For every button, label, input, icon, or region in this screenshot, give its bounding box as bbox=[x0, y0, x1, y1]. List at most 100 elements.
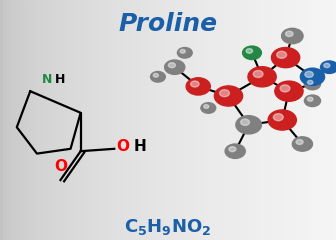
Bar bbox=[47, 0, 50, 240]
Bar bbox=[161, 0, 165, 240]
Bar bbox=[2, 0, 8, 240]
Bar bbox=[259, 0, 262, 240]
Text: Proline: Proline bbox=[118, 12, 218, 36]
Bar bbox=[222, 0, 225, 240]
Circle shape bbox=[214, 86, 243, 106]
Bar bbox=[4, 0, 10, 240]
Bar bbox=[168, 0, 171, 240]
Bar bbox=[3, 0, 10, 240]
Bar bbox=[5, 0, 11, 240]
Bar bbox=[0, 0, 7, 240]
Bar bbox=[232, 0, 235, 240]
Bar bbox=[329, 0, 333, 240]
Circle shape bbox=[220, 90, 229, 97]
Bar bbox=[17, 0, 20, 240]
Bar bbox=[245, 0, 249, 240]
Bar bbox=[0, 0, 7, 240]
Circle shape bbox=[292, 137, 312, 151]
Circle shape bbox=[321, 61, 336, 73]
Circle shape bbox=[324, 63, 330, 68]
Bar bbox=[77, 0, 81, 240]
Bar bbox=[81, 0, 84, 240]
Bar bbox=[1, 0, 8, 240]
Bar bbox=[2, 0, 9, 240]
Bar bbox=[1, 0, 8, 240]
Bar bbox=[60, 0, 64, 240]
Bar bbox=[2, 0, 9, 240]
Bar bbox=[6, 0, 13, 240]
Bar bbox=[27, 0, 30, 240]
Bar bbox=[87, 0, 91, 240]
Bar bbox=[185, 0, 188, 240]
Bar bbox=[118, 0, 121, 240]
Bar bbox=[144, 0, 148, 240]
Bar bbox=[40, 0, 44, 240]
Circle shape bbox=[165, 60, 185, 74]
Bar bbox=[292, 0, 296, 240]
Bar bbox=[24, 0, 27, 240]
Bar bbox=[286, 0, 289, 240]
Bar bbox=[4, 0, 11, 240]
Circle shape bbox=[204, 105, 209, 108]
Bar bbox=[5, 0, 11, 240]
Bar bbox=[2, 0, 9, 240]
Bar bbox=[4, 0, 11, 240]
Bar bbox=[312, 0, 316, 240]
Bar bbox=[181, 0, 185, 240]
Bar bbox=[276, 0, 279, 240]
Circle shape bbox=[304, 95, 321, 107]
Circle shape bbox=[282, 28, 303, 44]
Circle shape bbox=[307, 80, 313, 84]
Bar bbox=[34, 0, 37, 240]
Circle shape bbox=[280, 85, 290, 92]
Bar bbox=[148, 0, 151, 240]
Bar bbox=[262, 0, 265, 240]
Bar bbox=[2, 0, 8, 240]
Bar bbox=[1, 0, 8, 240]
Bar bbox=[4, 0, 11, 240]
Bar bbox=[252, 0, 255, 240]
Bar bbox=[302, 0, 306, 240]
Bar bbox=[3, 0, 9, 240]
Circle shape bbox=[268, 110, 296, 130]
Bar bbox=[265, 0, 269, 240]
Bar bbox=[84, 0, 87, 240]
Bar bbox=[5, 0, 11, 240]
Bar bbox=[212, 0, 215, 240]
Bar bbox=[97, 0, 101, 240]
Circle shape bbox=[248, 67, 276, 87]
Circle shape bbox=[151, 72, 165, 82]
Bar bbox=[7, 0, 13, 240]
Bar bbox=[104, 0, 108, 240]
Circle shape bbox=[186, 78, 210, 95]
Bar bbox=[319, 0, 323, 240]
Bar bbox=[54, 0, 57, 240]
Bar bbox=[175, 0, 178, 240]
Bar bbox=[3, 0, 9, 240]
Bar bbox=[2, 0, 9, 240]
Bar bbox=[165, 0, 168, 240]
Bar bbox=[20, 0, 24, 240]
Bar bbox=[192, 0, 195, 240]
Bar bbox=[235, 0, 239, 240]
Bar bbox=[151, 0, 155, 240]
Bar bbox=[289, 0, 292, 240]
Bar bbox=[178, 0, 181, 240]
Bar bbox=[74, 0, 77, 240]
Bar bbox=[249, 0, 252, 240]
Circle shape bbox=[201, 103, 216, 113]
Bar bbox=[3, 0, 10, 240]
Bar bbox=[10, 0, 13, 240]
Bar bbox=[1, 0, 8, 240]
Circle shape bbox=[275, 81, 303, 101]
Bar bbox=[6, 0, 13, 240]
Bar bbox=[306, 0, 309, 240]
Bar bbox=[101, 0, 104, 240]
Bar bbox=[121, 0, 124, 240]
Circle shape bbox=[241, 119, 250, 126]
Bar bbox=[6, 0, 13, 240]
Circle shape bbox=[277, 51, 287, 58]
Text: O: O bbox=[116, 139, 129, 154]
Bar bbox=[299, 0, 302, 240]
Bar bbox=[6, 0, 12, 240]
